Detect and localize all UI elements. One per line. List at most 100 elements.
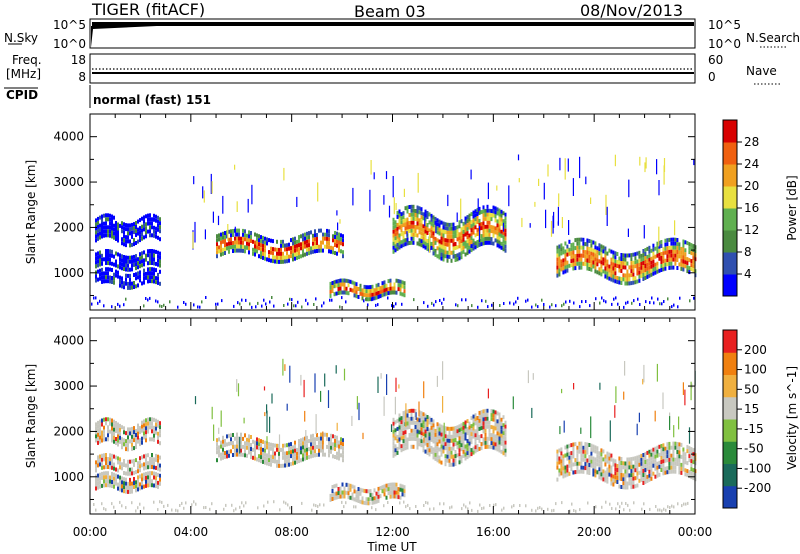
echo-cell (422, 420, 425, 425)
echo-cell (147, 217, 149, 222)
echo-cell (306, 247, 308, 252)
noise-streak (656, 363, 658, 382)
echo-cell (404, 226, 407, 231)
echo-cell (103, 257, 105, 262)
echo-cell (131, 234, 133, 239)
echo-cell (284, 443, 286, 448)
echo-cell (556, 269, 559, 274)
echo-cell (612, 262, 615, 267)
echo-cell (410, 208, 413, 213)
echo-cell (642, 465, 645, 469)
echo-cell (155, 261, 157, 266)
echo-cell (480, 410, 483, 415)
echo-cell (392, 437, 395, 442)
echo-cell (403, 489, 406, 494)
echo-cell (236, 452, 238, 457)
echo-cell (135, 429, 137, 433)
echo-cell (426, 231, 429, 235)
echo-cell (294, 452, 296, 457)
echo-cell (234, 248, 236, 253)
echo-cell (444, 442, 447, 447)
echo-cell (101, 257, 103, 262)
echo-cell (385, 291, 388, 296)
echo-cell (680, 254, 683, 259)
noise-streak (521, 217, 523, 228)
echo-cell (412, 444, 415, 449)
echo-cell (137, 483, 139, 488)
scatter-cell (143, 304, 145, 308)
echo-cell (466, 231, 469, 236)
echo-cell (660, 460, 663, 464)
echo-cell (638, 266, 641, 271)
echo-cell (363, 500, 366, 505)
echo-cell (276, 251, 278, 256)
echo-cell (408, 221, 411, 225)
echo-cell (448, 434, 451, 439)
echo-cell (656, 445, 659, 450)
echo-cell (135, 254, 137, 259)
echo-cell (478, 222, 481, 227)
echo-cell (438, 239, 441, 244)
echo-cell (578, 257, 581, 262)
echo-cell (145, 465, 147, 470)
echo-cell (159, 263, 161, 268)
echo-cell (329, 497, 332, 502)
echo-cell (107, 275, 109, 280)
echo-cell (448, 226, 451, 231)
echo-cell (381, 293, 384, 298)
echo-cell (117, 460, 119, 465)
echo-cell (618, 464, 621, 469)
echo-cell (121, 476, 123, 481)
nsearch-tick-bottom: 10^0 (708, 37, 741, 51)
noise-streak (478, 226, 481, 243)
echo-cell (115, 425, 117, 429)
echo-cell (103, 453, 105, 458)
echo-cell (568, 239, 571, 244)
echo-cell (155, 426, 157, 431)
echo-cell (630, 469, 633, 474)
echo-cell (398, 417, 401, 422)
y-tick-label: 3000 (53, 175, 84, 189)
echo-cell (143, 472, 145, 477)
echo-cell (596, 270, 599, 275)
echo-cell (566, 252, 569, 257)
echo-cell (450, 238, 453, 243)
echo-cell (400, 240, 403, 245)
noise-streak (609, 420, 611, 442)
echo-cell (438, 435, 441, 440)
echo-cell (262, 451, 264, 456)
echo-cell (444, 458, 447, 463)
noise-streak (243, 417, 245, 424)
echo-cell (286, 255, 288, 260)
echo-cell (620, 461, 623, 465)
echo-cell (137, 271, 139, 276)
echo-cell (460, 243, 463, 248)
echo-cell (630, 481, 633, 486)
echo-cell (143, 258, 145, 263)
echo-cell (260, 239, 262, 244)
echo-cell (320, 228, 322, 233)
echo-cell (141, 485, 143, 490)
echo-cell (232, 445, 234, 449)
echo-cell (248, 234, 250, 239)
echo-cell (396, 238, 399, 243)
echo-cell (690, 259, 693, 264)
echo-cell (624, 465, 627, 470)
echo-cell (155, 249, 157, 254)
echo-cell (454, 458, 457, 462)
scatter-cell (161, 500, 163, 504)
echo-cell (149, 465, 151, 469)
echo-cell (668, 465, 671, 470)
echo-cell (614, 267, 617, 272)
echo-cell (420, 439, 423, 444)
echo-cell (562, 474, 565, 479)
echo-cell (296, 255, 298, 260)
echo-cell (216, 238, 218, 243)
echo-cell (248, 242, 250, 247)
scatter-cell (197, 305, 199, 309)
scatter-cell (615, 507, 617, 511)
echo-cell (139, 482, 141, 487)
echo-cell (632, 468, 635, 473)
echo-cell (428, 432, 431, 437)
echo-cell (568, 459, 571, 464)
